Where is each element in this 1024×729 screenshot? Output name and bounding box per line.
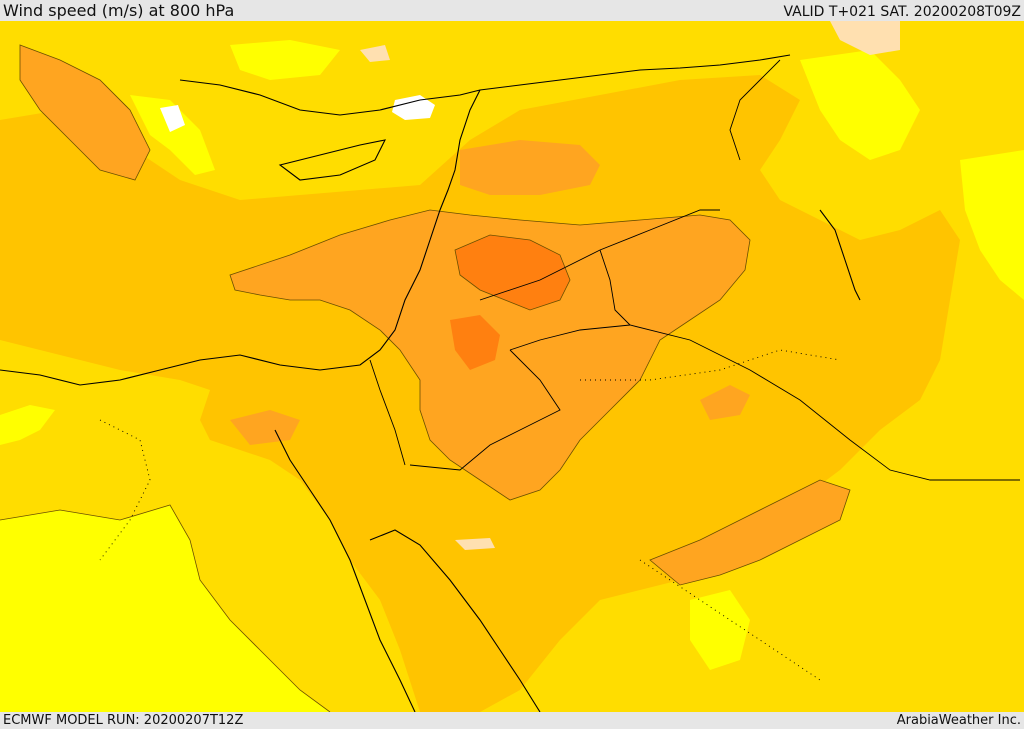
orange-belt-saudi (700, 385, 750, 420)
yellow-area-northeast (800, 50, 920, 160)
coastline-levant (0, 89, 481, 386)
white-patch-north (392, 95, 435, 120)
border-jordan-saudi (509, 324, 1020, 481)
contour-sw (0, 504, 331, 712)
yellow-area-westcoast (0, 405, 55, 445)
orange-belt-aegean (20, 45, 150, 180)
valid-time-label: VALID T+021 SAT. 20200208T09Z (783, 4, 1021, 20)
yellow-area-south (690, 590, 750, 670)
pale-patch-sinai (455, 538, 495, 550)
credit-label: ArabiaWeather Inc. (896, 713, 1021, 728)
border-iraq-iran (729, 59, 781, 161)
internal-boundaries (99, 349, 841, 681)
yellow-area-aegean (130, 95, 215, 175)
border-egypt-sudan (369, 359, 406, 466)
yellow-area-southwest (0, 505, 330, 712)
orange-belt-north (460, 140, 600, 195)
boundary-dotted-1 (99, 419, 151, 561)
footer-bar: ECMWF MODEL RUN: 20200207T12Z ArabiaWeat… (0, 712, 1024, 729)
orange-belt-southeast (650, 480, 850, 585)
coastline-cyprus (278, 139, 386, 181)
border-jordan-south (409, 349, 561, 471)
border-saudi-iraq (479, 209, 720, 301)
border-syria-iraq (599, 249, 631, 326)
coastlines (0, 54, 861, 712)
map-title: Wind speed (m/s) at 800 hPa (3, 1, 235, 20)
contour-aegean (19, 44, 151, 181)
coastline-gulf (819, 209, 861, 301)
boundary-dotted-2 (580, 349, 841, 381)
pale-patch-north (360, 45, 390, 62)
coastline-redsea-west (274, 429, 416, 712)
coastline-redsea-east (369, 529, 541, 712)
orange-belt-egypt (230, 410, 300, 445)
contour-se (649, 479, 851, 586)
model-run-label: ECMWF MODEL RUN: 20200207T12Z (3, 713, 244, 728)
pale-patch-northeast (830, 21, 900, 55)
coastline-turkey (179, 54, 791, 116)
wind-maximum-core-south (450, 315, 500, 370)
white-patch-aegean (160, 105, 185, 132)
yellow-area-north (230, 40, 340, 80)
borders (369, 59, 1020, 481)
boundary-dotted-3 (639, 559, 821, 681)
yellow-area-east (960, 150, 1024, 300)
wind-contours (0, 44, 851, 712)
contour-core (454, 234, 571, 311)
wind-speed-map[interactable] (0, 21, 1024, 712)
header-bar: Wind speed (m/s) at 800 hPa VALID T+021 … (0, 0, 1024, 21)
contour-main (229, 209, 751, 501)
